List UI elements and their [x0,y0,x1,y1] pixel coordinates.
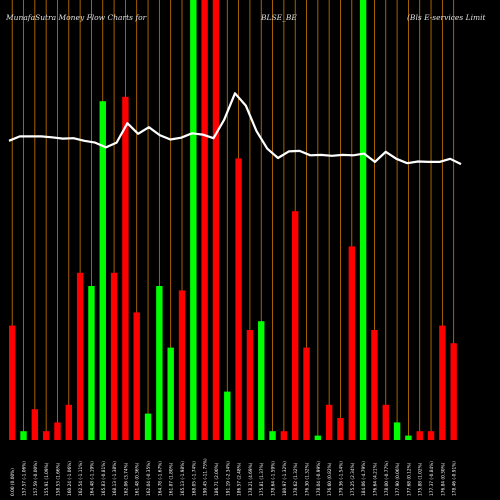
x-tick-label: 165.13 (-1.98%) [180,461,186,496]
symbol-title: BLSE_BE [261,13,297,22]
x-tick-label: 175.88 (1.02%) [418,462,424,496]
money-flow-bar [439,325,446,440]
money-flow-bar [212,0,220,440]
money-flow-bar [325,404,333,440]
price-line [8,92,462,166]
x-tick-label: 176.30 (1.32%) [305,462,311,496]
x-tick-label: 178.46 (-0.91%) [452,461,458,496]
money-flow-bar [405,435,412,440]
x-tick-label: 177.90 (0.06%) [395,462,401,496]
x-tick-label: 165.83 (-0.81%) [101,461,107,496]
money-flow-bar [76,272,84,440]
money-flow-bar [427,431,435,440]
x-tick-label: 161.48 (0.36%) [135,462,141,496]
money-flow-bar [65,404,72,440]
x-tick-label: 176.64 (4.21%) [372,462,378,496]
money-flow-bar [20,431,27,440]
x-tick-label: 155.91 (1.09%) [44,462,50,496]
money-flow-bar [190,0,197,440]
x-tick-label: 164.48 (-1.19%) [89,461,95,496]
money-flow-bar [110,272,118,440]
x-tick-label: 186.71 (2.00%) [214,462,220,496]
x-tick-label: 178.04 (-0.99%) [316,461,322,496]
money-flow-bar [31,409,39,440]
money-flow-bar [258,321,265,440]
x-tick-label: 178.64 (-1.59%) [271,461,277,496]
money-flow-bar [144,413,152,440]
x-tick-label: 157.57 (-1.06%) [22,461,28,496]
x-tick-label: 162.04 (-0.35%) [146,461,152,496]
x-tick-label: 178.62 (1.32%) [293,462,299,496]
money-flow-bar [224,391,231,440]
x-tick-label: 175.81 (1.37%) [259,462,265,496]
money-flow-bar [359,0,367,440]
money-flow-bar [292,211,299,440]
money-flow-bar [371,330,378,440]
money-flow-bar [269,431,276,440]
x-tick-label: 168.13 (-1.38%) [112,461,118,496]
money-flow-bar [178,290,186,440]
x-tick-label: 162.06 (3.74%) [123,462,129,496]
x-tick-labels: 0.00 (0.00%) 157.57 (-1.06%) 157.59 (-0.00… [10,458,457,496]
money-flow-bar [280,431,288,440]
money-flow-bar [382,404,389,440]
money-flow-bar [303,347,310,440]
money-flow-bar [337,418,344,440]
x-tick-label: 176.60 (0.82%) [327,462,333,496]
money-flow-bars [9,0,457,441]
x-tick-label: 178.00 (-0.77%) [384,461,390,496]
x-tick-label: 184.06 (-4.79%) [361,461,367,496]
money-flow-bar [88,286,95,440]
x-tick-label: 177.37 (-0.84%) [429,461,435,496]
money-flow-bar [99,101,106,440]
x-tick-label: 190.45 (-11.75%) [203,458,209,496]
x-tick-label: 160.24 (-1.06%) [67,461,73,496]
money-flow-bar [201,0,208,440]
money-flow-bar [348,246,355,440]
x-tick-label: 178.21 (4.69%) [248,462,254,496]
x-tick-label: 180.97 (-1.32%) [282,461,288,496]
money-flow-bar [314,435,322,440]
x-tick-label: 191.19 (-2.34%) [225,461,231,496]
money-flow-bar [42,431,50,440]
x-tick-label: 168.05 (-1.74%) [191,461,197,496]
x-tick-label: 177.68 (0.12%) [406,462,412,496]
money-flow-bar [416,431,423,440]
money-flow-bar [450,343,457,440]
x-tick-label: 161.87 (1.80%) [169,462,175,496]
money-flow-bar [122,96,129,441]
money-flow-bar [167,347,174,440]
x-tick-label: 179.36 (-1.54%) [338,461,344,496]
x-tick-label: 175.25 (2.34%) [350,462,356,496]
x-tick-label: 176.84 (0.30%) [440,462,446,496]
money-flow-bar [9,325,16,440]
x-tick-label: 186.57 (2.48%) [237,462,243,496]
money-flow-bar [156,286,163,440]
money-flow-bar [235,158,242,440]
money-flow-bar [393,422,401,440]
x-tick-label: 158.53 (1.66%) [55,462,61,496]
x-tick-label: 162.54 (-1.11%) [78,461,84,496]
x-tick-label: 157.59 (-0.00%) [33,461,39,496]
x-tick-label: 0.00 (0.00%) [10,468,16,496]
company-title: (Bls E-services Limit [407,13,486,22]
money-flow-bar [54,422,61,440]
site-title: MunafaSutra Money Flow Charts for [6,13,147,22]
x-tick-label: 164.78 (-1.67%) [157,461,163,496]
money-flow-bar [246,330,254,440]
money-flow-bar [133,312,140,440]
